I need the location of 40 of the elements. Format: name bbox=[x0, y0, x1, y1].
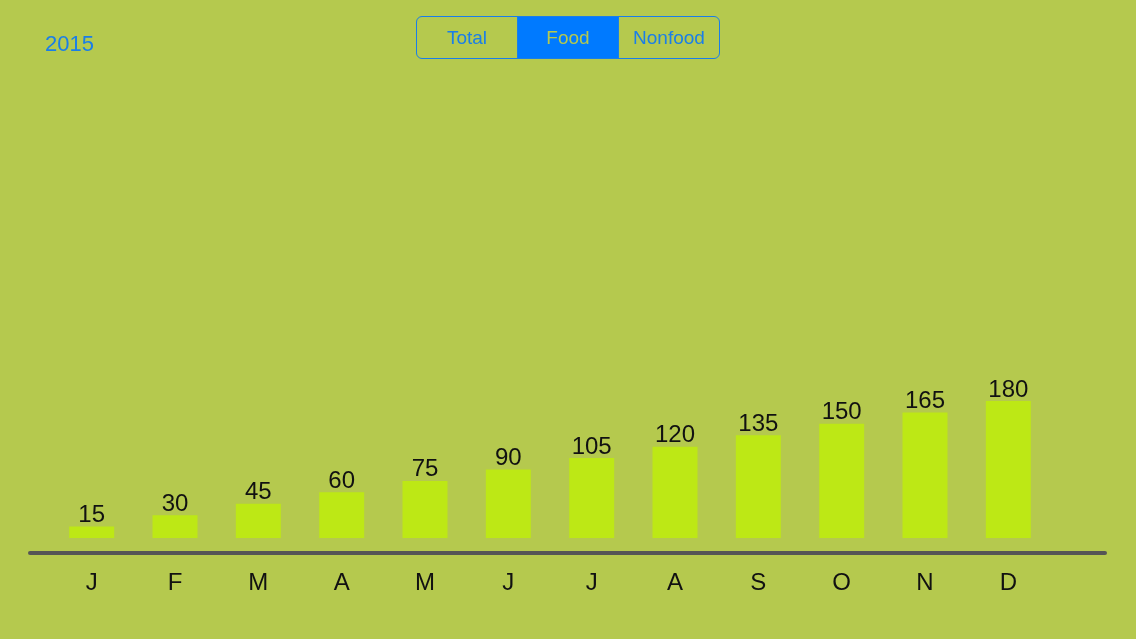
bar bbox=[902, 412, 948, 538]
x-tick-label: F bbox=[167, 567, 183, 595]
x-tick-label: N bbox=[916, 567, 934, 595]
x-tick-label: J bbox=[502, 567, 515, 595]
bar bbox=[735, 435, 781, 538]
data-label: 15 bbox=[78, 500, 106, 528]
chart-title: 2015 bbox=[45, 30, 94, 56]
x-tick-label: J bbox=[585, 567, 598, 595]
data-label: 165 bbox=[904, 385, 946, 413]
bar bbox=[402, 480, 448, 538]
data-label: 105 bbox=[571, 431, 612, 459]
data-label: 75 bbox=[411, 454, 439, 482]
x-tick-label: O bbox=[832, 567, 851, 595]
bar bbox=[152, 515, 198, 538]
segment-button[interactable]: Total bbox=[417, 17, 517, 58]
data-label: 30 bbox=[161, 488, 189, 516]
data-label: 120 bbox=[654, 420, 696, 448]
data-label: 90 bbox=[494, 443, 522, 470]
x-tick-label: D bbox=[999, 567, 1018, 595]
bar bbox=[235, 503, 281, 538]
bar bbox=[569, 458, 615, 538]
x-tick-label: S bbox=[750, 567, 767, 595]
bar bbox=[485, 469, 531, 538]
data-label: 45 bbox=[244, 477, 272, 505]
x-tick-label: A bbox=[666, 567, 684, 595]
data-label: 180 bbox=[988, 374, 1029, 402]
bar bbox=[819, 423, 865, 538]
segment-button[interactable]: Food bbox=[517, 17, 618, 58]
bar bbox=[652, 446, 698, 538]
x-tick-label: M bbox=[248, 567, 269, 595]
bar bbox=[985, 401, 1031, 538]
data-label: 150 bbox=[821, 397, 862, 425]
bar bbox=[69, 526, 115, 538]
x-tick-label: J bbox=[85, 567, 98, 595]
x-tick-label: A bbox=[333, 567, 350, 595]
bar bbox=[319, 492, 365, 538]
data-label: 60 bbox=[328, 465, 356, 493]
x-tick-label: M bbox=[415, 567, 435, 595]
segment-button[interactable]: Nonfood bbox=[618, 17, 719, 58]
data-label: 135 bbox=[738, 408, 779, 436]
